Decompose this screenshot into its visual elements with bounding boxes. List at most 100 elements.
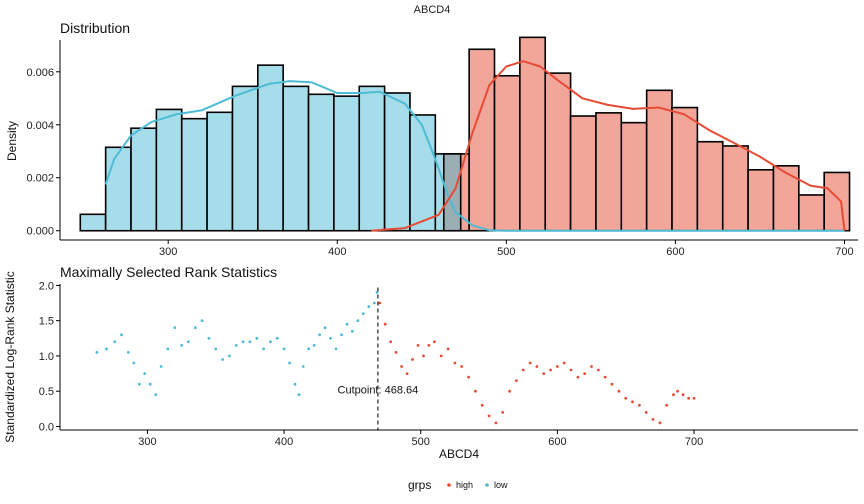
point-high (692, 396, 696, 400)
point-low (221, 358, 225, 361)
point-high (439, 354, 443, 358)
point-high (597, 368, 600, 372)
point-low (187, 340, 190, 344)
point-low (214, 347, 218, 351)
point-low (255, 336, 259, 340)
point-high (433, 340, 436, 344)
point-high (549, 368, 552, 372)
y-tick-label: 1.5 (39, 316, 54, 328)
histogram-bar-low (79, 213, 107, 232)
point-low (113, 340, 117, 344)
point-low (193, 326, 197, 330)
distribution-panel: Distribution 300 400 500 600 700 0.000 0.002 0… (5, 20, 858, 258)
point-high (556, 365, 559, 368)
histogram-bar-low (409, 114, 437, 232)
point-low (293, 382, 297, 386)
point-high (528, 361, 532, 365)
point-low (340, 333, 343, 337)
point-low (120, 333, 123, 337)
point-low (166, 347, 170, 351)
point-high (617, 389, 621, 393)
histogram-bar-high (721, 145, 749, 232)
y-tick-label: 1.0 (39, 351, 54, 363)
point-high (446, 347, 450, 351)
point-high (542, 372, 546, 375)
point-high (508, 389, 511, 393)
histogram-bar-low (104, 146, 132, 232)
point-high (651, 418, 655, 421)
y-tick-label: 0.000 (26, 226, 54, 238)
point-high (467, 375, 470, 379)
point-high (400, 365, 403, 368)
point-low (241, 340, 245, 344)
x-tick-label: 400 (328, 246, 346, 258)
point-high (394, 351, 398, 354)
y-tick-label: 0.002 (26, 173, 54, 185)
y-tick-label: 0.004 (26, 120, 54, 132)
histogram-bar-high (823, 171, 851, 232)
histogram-bar-low (282, 85, 310, 232)
point-low (173, 326, 177, 330)
point-high (610, 382, 614, 386)
point-high (687, 396, 690, 400)
x-tick-label: 300 (159, 246, 177, 258)
histogram-bar-low (307, 93, 335, 232)
point-low (351, 329, 354, 333)
point-low (269, 340, 272, 344)
point-low (282, 347, 286, 351)
point-high (416, 344, 420, 347)
point-low (148, 382, 152, 386)
histogram-bar-high (544, 72, 572, 232)
point-high (672, 393, 675, 397)
point-high (583, 372, 587, 375)
legend-title: grps (408, 478, 431, 492)
point-high (676, 389, 679, 393)
point-low (288, 361, 291, 365)
histogram-bar-low (180, 117, 208, 232)
rank-stat-title: Maximally Selected Rank Statistics (60, 264, 277, 280)
figure-title: ABCD4 (414, 4, 451, 16)
point-high (487, 414, 491, 418)
point-high (389, 340, 393, 344)
point-low (207, 336, 211, 340)
distribution-bars (79, 36, 851, 232)
histogram-bar-high (468, 48, 496, 232)
point-high (383, 322, 387, 326)
point-low (105, 347, 108, 351)
histogram-bar-low (383, 92, 411, 232)
point-low (318, 333, 321, 337)
legend-high-key (447, 483, 451, 487)
point-low (329, 336, 332, 340)
legend-low-label: low (494, 480, 508, 490)
x-tick-label: 500 (497, 246, 515, 258)
y-tick-label: 0.006 (26, 67, 54, 79)
x-tick-label: 600 (666, 246, 684, 258)
point-low (356, 319, 360, 323)
point-high (681, 393, 685, 397)
histogram-bar-low (358, 85, 386, 232)
x-tick-label: 500 (412, 436, 430, 448)
point-low (126, 351, 130, 354)
point-high (405, 372, 409, 375)
histogram-bar-low (257, 64, 284, 232)
point-high (624, 396, 628, 400)
point-high (644, 411, 648, 414)
rank-stat-x-label: ABCD4 (439, 447, 479, 461)
point-high (422, 354, 425, 358)
y-tick-label: 2.0 (39, 280, 54, 292)
histogram-bar-low (333, 95, 361, 232)
histogram-bar-low (206, 111, 234, 232)
y-tick-label: 0.0 (39, 421, 54, 433)
point-low (334, 347, 338, 351)
point-low (312, 344, 316, 347)
histogram-bar-high (747, 169, 775, 232)
density-curve-high (371, 60, 846, 232)
point-low (154, 393, 158, 397)
rank-stat-points (95, 291, 696, 425)
point-low (323, 326, 327, 330)
x-tick-label: 600 (548, 436, 566, 448)
histogram-bar-high (620, 121, 648, 232)
point-high (480, 403, 484, 407)
point-high (494, 421, 498, 425)
